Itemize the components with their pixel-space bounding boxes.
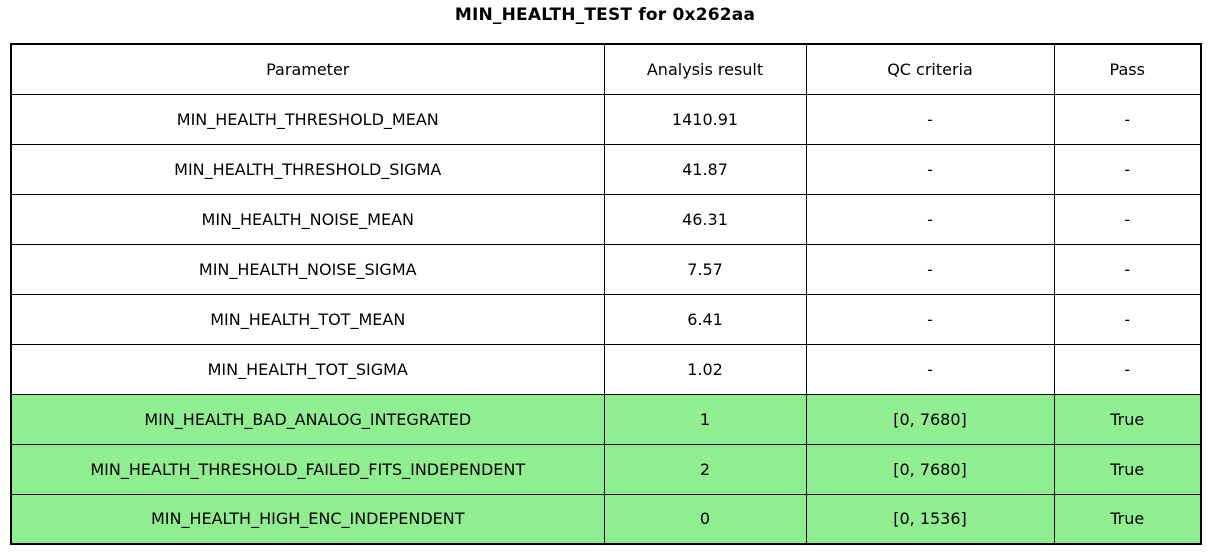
column-header: QC criteria	[805, 43, 1055, 95]
cell-pass: -	[1053, 143, 1202, 195]
cell-analysis-result: 2	[603, 443, 807, 495]
table-row: MIN_HEALTH_HIGH_ENC_INDEPENDENT 0 [0, 15…	[10, 493, 1202, 545]
table-row: MIN_HEALTH_TOT_MEAN 6.41 - -	[10, 293, 1202, 345]
table-header-row: Parameter Analysis result QC criteria Pass	[10, 43, 1202, 95]
cell-analysis-result: 1.02	[603, 343, 807, 395]
cell-qc-criteria: -	[805, 293, 1055, 345]
table-row: MIN_HEALTH_THRESHOLD_FAILED_FITS_INDEPEN…	[10, 443, 1202, 495]
cell-parameter: MIN_HEALTH_THRESHOLD_MEAN	[10, 93, 605, 145]
cell-pass: True	[1053, 443, 1202, 495]
cell-parameter: MIN_HEALTH_THRESHOLD_FAILED_FITS_INDEPEN…	[10, 443, 605, 495]
table-row: MIN_HEALTH_TOT_SIGMA 1.02 - -	[10, 343, 1202, 395]
cell-analysis-result: 7.57	[603, 243, 807, 295]
cell-qc-criteria: [0, 7680]	[805, 443, 1055, 495]
column-header: Pass	[1053, 43, 1202, 95]
table-row: MIN_HEALTH_NOISE_MEAN 46.31 - -	[10, 193, 1202, 245]
chart-title: MIN_HEALTH_TEST for 0x262aa	[454, 5, 756, 25]
table-row: MIN_HEALTH_THRESHOLD_SIGMA 41.87 - -	[10, 143, 1202, 195]
cell-analysis-result: 46.31	[603, 193, 807, 245]
cell-qc-criteria: -	[805, 193, 1055, 245]
cell-analysis-result: 6.41	[603, 293, 807, 345]
cell-pass: -	[1053, 343, 1202, 395]
cell-qc-criteria: -	[805, 243, 1055, 295]
cell-pass: -	[1053, 93, 1202, 145]
cell-pass: True	[1053, 493, 1202, 545]
cell-parameter: MIN_HEALTH_TOT_SIGMA	[10, 343, 605, 395]
qc-results-table: Parameter Analysis result QC criteria Pass …	[10, 43, 1202, 545]
cell-parameter: MIN_HEALTH_NOISE_MEAN	[10, 193, 605, 245]
column-header: Analysis result	[603, 43, 807, 95]
cell-qc-criteria: [0, 7680]	[805, 393, 1055, 445]
cell-pass: -	[1053, 293, 1202, 345]
cell-analysis-result: 1410.91	[603, 93, 807, 145]
cell-parameter: MIN_HEALTH_TOT_MEAN	[10, 293, 605, 345]
table-body: MIN_HEALTH_THRESHOLD_MEAN 1410.91 - - MI…	[10, 93, 1202, 545]
cell-parameter: MIN_HEALTH_BAD_ANALOG_INTEGRATED	[10, 393, 605, 445]
cell-pass: -	[1053, 243, 1202, 295]
column-header: Parameter	[10, 43, 605, 95]
cell-qc-criteria: -	[805, 343, 1055, 395]
table-row: MIN_HEALTH_NOISE_SIGMA 7.57 - -	[10, 243, 1202, 295]
cell-qc-criteria: [0, 1536]	[805, 493, 1055, 545]
cell-pass: True	[1053, 393, 1202, 445]
cell-analysis-result: 0	[603, 493, 807, 545]
cell-qc-criteria: -	[805, 93, 1055, 145]
cell-pass: -	[1053, 193, 1202, 245]
table-row: MIN_HEALTH_BAD_ANALOG_INTEGRATED 1 [0, 7…	[10, 393, 1202, 445]
cell-parameter: MIN_HEALTH_HIGH_ENC_INDEPENDENT	[10, 493, 605, 545]
cell-qc-criteria: -	[805, 143, 1055, 195]
cell-parameter: MIN_HEALTH_THRESHOLD_SIGMA	[10, 143, 605, 195]
cell-analysis-result: 41.87	[603, 143, 807, 195]
cell-analysis-result: 1	[603, 393, 807, 445]
cell-parameter: MIN_HEALTH_NOISE_SIGMA	[10, 243, 605, 295]
table-row: MIN_HEALTH_THRESHOLD_MEAN 1410.91 - -	[10, 93, 1202, 145]
